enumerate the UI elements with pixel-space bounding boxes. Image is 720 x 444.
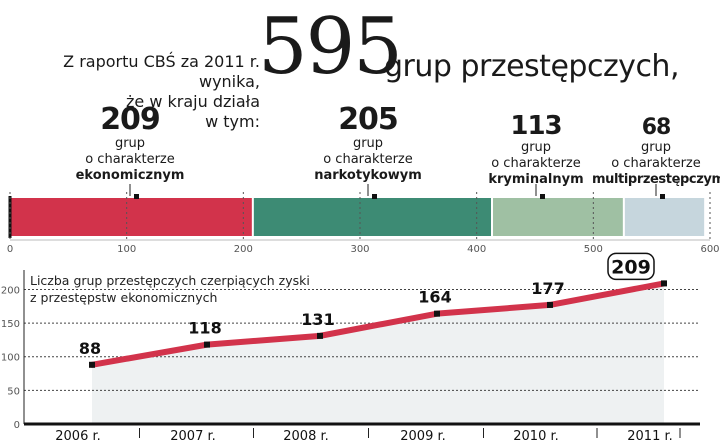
category-line1: grup <box>520 140 552 155</box>
category-count: 68 <box>641 115 672 140</box>
category-line3: kryminalnym <box>488 172 584 187</box>
stacked-bar-segment <box>10 198 252 236</box>
stacked-bar-segment <box>493 198 623 236</box>
category-ekonomiczne: 209 grup o charakterze ekonomicznym <box>60 104 200 184</box>
category-line1: grup <box>640 140 672 155</box>
category-multiprzestepcze: 68 grup o charakterze multiprzestępczym <box>592 116 720 188</box>
stacked-bar-tick-label: 400 <box>467 244 486 255</box>
data-label: 177 <box>531 279 564 298</box>
stacked-bar-tick-label: 600 <box>700 244 719 255</box>
data-label: 164 <box>418 288 451 307</box>
data-label: 131 <box>301 310 334 329</box>
x-tick-label: 2010 r. <box>513 429 559 444</box>
data-point <box>89 361 95 368</box>
data-label: 209 <box>611 256 651 278</box>
intro-text: Z raportu CBŚ za 2011 r. wynika, że w kr… <box>0 52 260 132</box>
stacked-bar-tick-label: 500 <box>584 244 603 255</box>
stacked-bar-segment <box>624 198 705 236</box>
category-pointer-dot <box>372 194 377 199</box>
stacked-bar-tick-label: 0 <box>7 244 13 255</box>
total-groups-number: 595 <box>258 2 403 92</box>
highlight-label-box <box>607 252 655 281</box>
x-tick-label: 2008 r. <box>283 429 329 444</box>
data-point <box>661 280 667 287</box>
stacked-bar-tick-label: 100 <box>117 244 136 255</box>
stacked-bar-tick-label: 300 <box>350 244 369 255</box>
category-pointer-dot <box>660 194 665 199</box>
y-tick-label: 100 <box>1 353 20 364</box>
category-line2: o charakterze <box>85 152 175 167</box>
x-tick-label: 2011 r. <box>627 429 673 444</box>
category-line1: grup <box>352 136 384 151</box>
category-pointer-dot <box>134 194 139 199</box>
category-kryminalne: 113 grup o charakterze kryminalnym <box>466 112 606 188</box>
category-count: 205 <box>338 102 399 137</box>
intro-line-3: w tym: <box>205 112 260 131</box>
intro-line-2: że w kraju działa <box>126 92 260 111</box>
data-label: 88 <box>79 339 101 358</box>
stacked-bar-tick-label: 200 <box>234 244 253 255</box>
y-tick-label: 50 <box>7 386 20 397</box>
data-label: 118 <box>188 319 221 338</box>
line-chart-area <box>92 283 664 424</box>
data-point <box>547 301 553 308</box>
category-line2: o charakterze <box>323 152 413 167</box>
category-count: 209 <box>100 102 161 137</box>
line-chart-title-line1: Liczba grup przestępczych czerpiących zy… <box>30 273 310 288</box>
y-tick-label: 200 <box>1 285 20 296</box>
y-tick-label: 150 <box>1 319 20 330</box>
data-point <box>434 310 440 317</box>
stacked-bar-chart: 0 100 200 300 400 500 600 <box>7 184 720 255</box>
category-count: 113 <box>510 111 562 141</box>
stacked-bar-segment <box>253 198 491 236</box>
category-line2: o charakterze <box>491 156 581 171</box>
total-groups-label: grup przestępczych, <box>384 49 679 84</box>
line-chart: 0 50 100 150 200 88 118 131 164 177 209 2006 r. 2007… <box>1 252 700 444</box>
intro-line-1: Z raportu CBŚ za 2011 r. wynika, <box>63 52 260 91</box>
series-line <box>89 280 667 368</box>
category-line2: o charakterze <box>611 156 701 171</box>
data-point <box>204 341 210 348</box>
category-pointer-dot <box>540 194 545 199</box>
category-narkotykowe: 205 grup o charakterze narkotykowym <box>298 104 438 184</box>
y-tick-label: 0 <box>14 420 20 431</box>
category-line3: narkotykowym <box>314 168 422 183</box>
data-point <box>317 332 323 339</box>
x-tick-label: 2009 r. <box>400 429 446 444</box>
x-tick-label: 2007 r. <box>170 429 216 444</box>
category-line3: multiprzestępczym <box>592 172 720 187</box>
category-line1: grup <box>114 136 146 151</box>
line-chart-title-line2: z przestępstw ekonomicznych <box>30 290 217 305</box>
category-line3: ekonomicznym <box>75 168 185 183</box>
x-tick-label: 2006 r. <box>55 429 101 444</box>
